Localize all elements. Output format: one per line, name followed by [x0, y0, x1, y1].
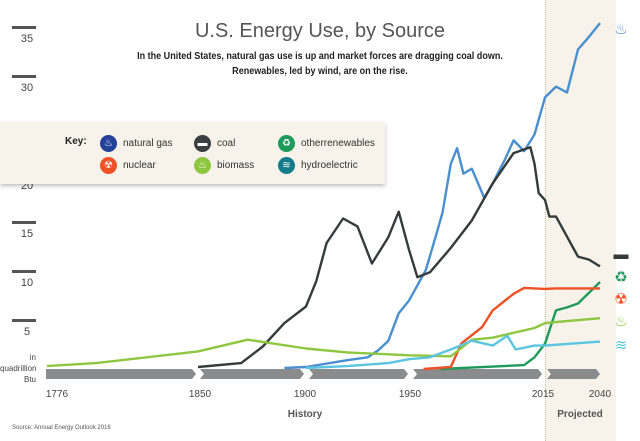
- coal-cart-icon: ▬: [613, 246, 629, 263]
- legend-item-natural-gas: ♨ natural gas: [100, 135, 172, 152]
- series-line-natural-gas: [284, 22, 601, 370]
- legend-label: biomass: [217, 160, 255, 171]
- recycle-icon: ♻: [614, 269, 628, 286]
- chart-subtitle-line-1: In the United States, natural gas use is…: [137, 50, 503, 62]
- radiation-icon: ☢: [100, 157, 117, 174]
- flame-icon: ♨: [100, 135, 117, 152]
- series-line-coal: [197, 145, 601, 369]
- x-tick-label: 2040: [588, 389, 612, 400]
- coal-cart-icon: ▬: [194, 135, 211, 152]
- timeline-chevron: [413, 369, 542, 379]
- water-drop-icon: ≋: [278, 157, 295, 174]
- y-tick-line: [12, 74, 36, 78]
- water-drop-icon: ≋: [614, 337, 628, 354]
- y-tick-line: [12, 270, 36, 274]
- chart-subtitle-line-2: Renewables, led by wind, are on the rise…: [232, 65, 408, 77]
- timeline-chevron: [547, 369, 600, 379]
- timeline-chevron: [200, 369, 304, 379]
- y-tick-label: 30: [20, 81, 34, 94]
- x-tick-label: 1776: [45, 389, 69, 400]
- section-label-history: History: [287, 409, 323, 420]
- biomass-flame-icon: ♨: [194, 157, 211, 174]
- x-tick-label: 1850: [188, 389, 212, 400]
- y-tick-line: [12, 26, 36, 30]
- x-tick-label: 1950: [398, 389, 422, 400]
- legend-label: otherrenewables: [301, 138, 375, 149]
- legend-label: coal: [217, 138, 236, 149]
- series-line-hydroelectric: [305, 334, 601, 370]
- recycle-icon: ♻: [278, 135, 295, 152]
- series-line-biomass: [46, 317, 601, 368]
- legend-item-otherrenewables: ♻ otherrenewables: [278, 135, 375, 152]
- y-tick-label: 5: [23, 326, 31, 339]
- legend: Key: ♨ natural gas ▬ coal ♻ otherrenewables ☢ n…: [0, 122, 385, 184]
- legend-title: Key:: [65, 136, 87, 147]
- legend-item-coal: ▬ coal: [194, 135, 235, 152]
- timeline-chevron: [46, 369, 196, 379]
- legend-item-biomass: ♨ biomass: [194, 157, 254, 174]
- radiation-icon: ☢: [614, 291, 628, 308]
- biomass-flame-icon: ♨: [614, 313, 628, 330]
- x-tick-label: 2015: [531, 389, 555, 400]
- legend-label: nuclear: [123, 160, 156, 171]
- section-label-projected: Projected: [557, 409, 603, 420]
- y-tick-line: [12, 319, 36, 323]
- y-tick-label: 35: [20, 33, 34, 46]
- series-line-otherrenewables: [440, 281, 601, 371]
- y-tick-line: [12, 221, 36, 225]
- source-note: Source: Annual Energy Outlook 2016: [12, 425, 111, 431]
- legend-label: hydroelectric: [301, 160, 358, 171]
- y-tick-label: 15: [20, 228, 34, 241]
- timeline-chevron: [309, 369, 408, 379]
- chart-title: U.S. Energy Use, by Source: [194, 20, 446, 42]
- series-line-nuclear: [423, 286, 600, 371]
- legend-item-nuclear: ☢ nuclear: [100, 157, 156, 174]
- legend-label: natural gas: [123, 138, 173, 149]
- legend-item-hydroelectric: ≋ hydroelectric: [278, 157, 358, 174]
- flame-icon: ♨: [614, 21, 628, 38]
- y-tick-label: 10: [20, 277, 34, 290]
- x-tick-label: 1900: [293, 389, 317, 400]
- y-axis-unit-label: in quadrillion Btu: [0, 353, 37, 384]
